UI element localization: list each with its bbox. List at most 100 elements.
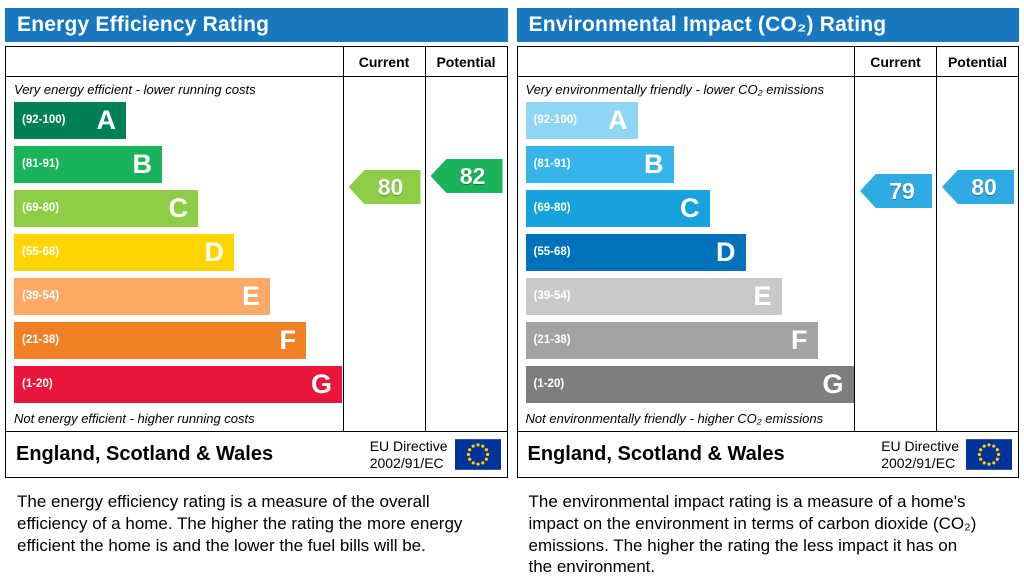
potential-column-header: Potential [424, 47, 507, 77]
band-range: (39-54) [22, 290, 60, 302]
band-row-g: (1-20) G [14, 362, 343, 406]
band-range: (21-38) [533, 334, 571, 346]
current-rating-column: 80 [342, 77, 425, 431]
environmental-rating-chart: Current Potential Very environmentally f… [516, 46, 1019, 432]
band-row-a: (92-100) A [525, 98, 855, 142]
band-letter: F [791, 324, 808, 355]
eu-flag-icon [966, 439, 1012, 470]
energy-efficiency-panel: Energy Efficiency Rating Current Potenti… [5, 8, 508, 578]
band-row-d: (55-68) D [525, 230, 855, 274]
band-letter: B [644, 148, 664, 179]
potential-rating-value: 80 [971, 173, 997, 200]
band-row-b: (81-91) B [14, 142, 343, 186]
band-range: (69-80) [22, 202, 60, 214]
eu-directive-line1: EU Directive [881, 438, 959, 455]
potential-rating-arrow: 82 [430, 159, 503, 193]
top-note: Very energy efficient - lower running co… [14, 82, 256, 97]
region-footer: England, Scotland & Wales EU Directive 2… [5, 432, 508, 478]
band-range: (1-20) [533, 378, 565, 390]
energy-panel-title: Energy Efficiency Rating [17, 13, 270, 36]
band-letter: E [753, 280, 772, 311]
band-row-f: (21-38) F [525, 318, 855, 362]
band-letter: A [96, 104, 117, 135]
region-label: England, Scotland & Wales [527, 443, 785, 465]
current-rating-column: 79 [854, 77, 936, 431]
band-range: (81-91) [533, 158, 571, 170]
potential-rating-value: 82 [459, 162, 486, 189]
band-bar-a: (92-100) A [14, 101, 126, 139]
band-row-b: (81-91) B [525, 142, 855, 186]
region-label: England, Scotland & Wales [16, 443, 274, 465]
band-range: (81-91) [22, 158, 60, 170]
environmental-impact-panel: Environmental Impact (CO₂) Rating Curren… [516, 8, 1019, 578]
band-row-g: (1-20) G [525, 362, 855, 406]
eu-directive-line1: EU Directive [369, 438, 448, 455]
band-bar-f: (21-38) F [14, 321, 306, 359]
eu-directive-line2: 2002/91/EC [369, 454, 444, 471]
band-row-e: (39-54) E [525, 274, 855, 318]
eu-directive-line2: 2002/91/EC [881, 454, 956, 471]
band-bar-d: (55-68) D [525, 233, 746, 271]
band-range: (55-68) [533, 246, 571, 258]
region-footer: England, Scotland & Wales EU Directive 2… [516, 432, 1019, 478]
band-bar-g: (1-20) G [525, 365, 854, 403]
band-bar-c: (69-80) C [14, 189, 198, 227]
energy-band-area: Very energy efficient - lower running co… [6, 77, 343, 431]
band-bar-a: (92-100) A [525, 101, 638, 139]
band-bar-d: (55-68) D [14, 233, 234, 271]
band-letter: E [241, 280, 260, 311]
band-range: (92-100) [533, 114, 577, 126]
potential-rating-column: 80 [936, 77, 1018, 431]
energy-rating-chart: Current Potential Very energy efficient … [5, 46, 508, 432]
band-row-f: (21-38) F [14, 318, 343, 362]
band-bar-g: (1-20) G [14, 365, 342, 403]
band-letter: C [168, 192, 189, 223]
current-rating-value: 79 [889, 177, 915, 204]
band-letter: G [822, 368, 844, 399]
environmental-description: The environmental impact rating is a mea… [528, 492, 977, 577]
eu-directive-label: EU Directive 2002/91/EC [881, 438, 959, 470]
current-column-header: Current [854, 47, 936, 77]
band-letter: C [680, 192, 700, 223]
band-letter: D [204, 236, 225, 267]
current-rating-arrow: 79 [860, 174, 932, 208]
energy-panel-header: Energy Efficiency Rating [5, 8, 508, 42]
eu-flag-icon [454, 439, 501, 470]
environmental-panel-title: Environmental Impact (CO₂) Rating [528, 13, 887, 36]
top-note: Very environmentally friendly - lower CO… [525, 82, 825, 97]
band-letter: A [608, 104, 628, 135]
current-rating-arrow: 80 [348, 170, 421, 204]
band-range: (92-100) [22, 114, 66, 126]
band-range: (55-68) [22, 246, 60, 258]
band-row-e: (39-54) E [14, 274, 343, 318]
band-bar-b: (81-91) B [14, 145, 162, 183]
environmental-panel-header: Environmental Impact (CO₂) Rating [516, 8, 1019, 42]
current-column-header: Current [342, 47, 425, 77]
band-letter: F [279, 324, 297, 355]
band-range: (39-54) [533, 290, 571, 302]
band-range: (1-20) [22, 378, 53, 390]
bottom-note: Not environmentally friendly - higher CO… [525, 411, 824, 426]
chart-corner-cell [517, 47, 854, 77]
energy-description: The energy efficiency rating is a measur… [17, 492, 463, 555]
potential-rating-arrow: 80 [942, 170, 1014, 204]
band-letter: G [310, 368, 332, 399]
band-row-d: (55-68) D [14, 230, 343, 274]
band-range: (21-38) [22, 334, 60, 346]
band-bar-b: (81-91) B [525, 145, 674, 183]
band-row-a: (92-100) A [14, 98, 343, 142]
potential-rating-column: 82 [424, 77, 507, 431]
band-bar-f: (21-38) F [525, 321, 818, 359]
eu-directive-label: EU Directive 2002/91/EC [370, 438, 448, 470]
band-letter: D [716, 236, 736, 267]
chart-corner-cell [6, 47, 343, 77]
band-bar-e: (39-54) E [14, 277, 270, 315]
band-range: (69-80) [533, 202, 571, 214]
environmental-band-area: Very environmentally friendly - lower CO… [518, 77, 855, 431]
band-bar-c: (69-80) C [525, 189, 710, 227]
potential-column-header: Potential [936, 47, 1018, 77]
band-letter: B [132, 148, 153, 179]
band-bar-e: (39-54) E [525, 277, 782, 315]
band-row-c: (69-80) C [525, 186, 855, 230]
band-row-c: (69-80) C [14, 186, 343, 230]
